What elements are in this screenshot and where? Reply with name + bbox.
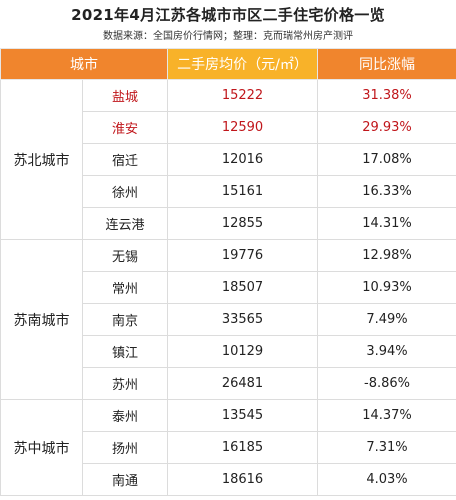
yoy-cell: 4.03%	[317, 463, 456, 496]
city-cell: 徐州	[82, 175, 168, 208]
city-cell: 镇江	[82, 335, 168, 368]
yoy-cell: 7.31%	[317, 431, 456, 464]
price-cell: 12016	[167, 143, 318, 176]
table-row: 宿迁 12016 17.08%	[1, 143, 456, 176]
city-cell: 泰州	[82, 399, 168, 432]
city-cell: 苏州	[82, 367, 168, 400]
yoy-cell: 3.94%	[317, 335, 456, 368]
city-cell: 南京	[82, 303, 168, 336]
table-row: 镇江 10129 3.94%	[1, 335, 456, 368]
region-cell: 苏中城市	[0, 399, 83, 496]
header-city: 城市	[0, 48, 168, 80]
yoy-cell: 14.37%	[317, 399, 456, 432]
table-row: 扬州 16185 7.31%	[1, 431, 456, 464]
city-cell: 连云港	[82, 207, 168, 240]
table-row: 连云港 12855 14.31%	[1, 207, 456, 240]
table-body: 苏北城市 盐城 15222 31.38% 淮安 12590 29.93% 宿迁 12016 17.…	[0, 79, 456, 496]
table-row: 苏北城市 盐城 15222 31.38%	[0, 79, 456, 240]
city-cell: 无锡	[82, 239, 168, 272]
yoy-cell: 14.31%	[317, 207, 456, 240]
price-cell: 18616	[167, 463, 318, 496]
price-cell: 12855	[167, 207, 318, 240]
yoy-cell: 10.93%	[317, 271, 456, 304]
region-cell: 苏南城市	[0, 239, 83, 400]
city-cell: 淮安	[82, 111, 168, 144]
table-row: 徐州 15161 16.33%	[1, 175, 456, 208]
price-cell: 18507	[167, 271, 318, 304]
header-yoy: 同比涨幅	[317, 48, 456, 80]
city-cell: 常州	[82, 271, 168, 304]
price-table: 城市 二手房均价（元/㎡） 同比涨幅 苏北城市 盐城 15222 31.38% 淮安 12…	[0, 48, 456, 496]
header-row: 城市 二手房均价（元/㎡） 同比涨幅	[0, 48, 456, 80]
yoy-cell: 7.49%	[317, 303, 456, 336]
city-cell: 宿迁	[82, 143, 168, 176]
price-cell: 26481	[167, 367, 318, 400]
price-cell: 19776	[167, 239, 318, 272]
city-cell: 南通	[82, 463, 168, 496]
data-source-note: 数据来源：全国房价行情网；整理：克而瑞常州房产测评	[103, 31, 353, 42]
city-cell: 盐城	[82, 79, 168, 112]
table-header: 城市 二手房均价（元/㎡） 同比涨幅	[0, 48, 456, 80]
price-cell: 15222	[167, 79, 318, 112]
table-row: 常州 18507 10.93%	[1, 271, 456, 304]
price-cell: 13545	[167, 399, 318, 432]
table-row: 苏中城市 泰州 13545 14.37%	[0, 399, 456, 496]
price-cell: 12590	[167, 111, 318, 144]
price-cell: 33565	[167, 303, 318, 336]
table-row: 南通 18616 4.03%	[1, 463, 456, 496]
yoy-cell: 12.98%	[317, 239, 456, 272]
yoy-cell: 29.93%	[317, 111, 456, 144]
yoy-cell: 31.38%	[317, 79, 456, 112]
table-row: 苏州 26481 -8.86%	[1, 367, 456, 400]
price-cell: 10129	[167, 335, 318, 368]
yoy-cell: -8.86%	[317, 367, 456, 400]
header-price: 二手房均价（元/㎡）	[167, 48, 318, 80]
page-title: 2021年4月江苏各城市市区二手住宅价格一览	[71, 6, 385, 24]
table-row: 南京 33565 7.49%	[1, 303, 456, 336]
yoy-cell: 17.08%	[317, 143, 456, 176]
yoy-cell: 16.33%	[317, 175, 456, 208]
price-cell: 15161	[167, 175, 318, 208]
price-cell: 16185	[167, 431, 318, 464]
city-cell: 扬州	[82, 431, 168, 464]
table-row: 苏南城市 无锡 19776 12.98%	[0, 239, 456, 400]
region-cell: 苏北城市	[0, 79, 83, 240]
